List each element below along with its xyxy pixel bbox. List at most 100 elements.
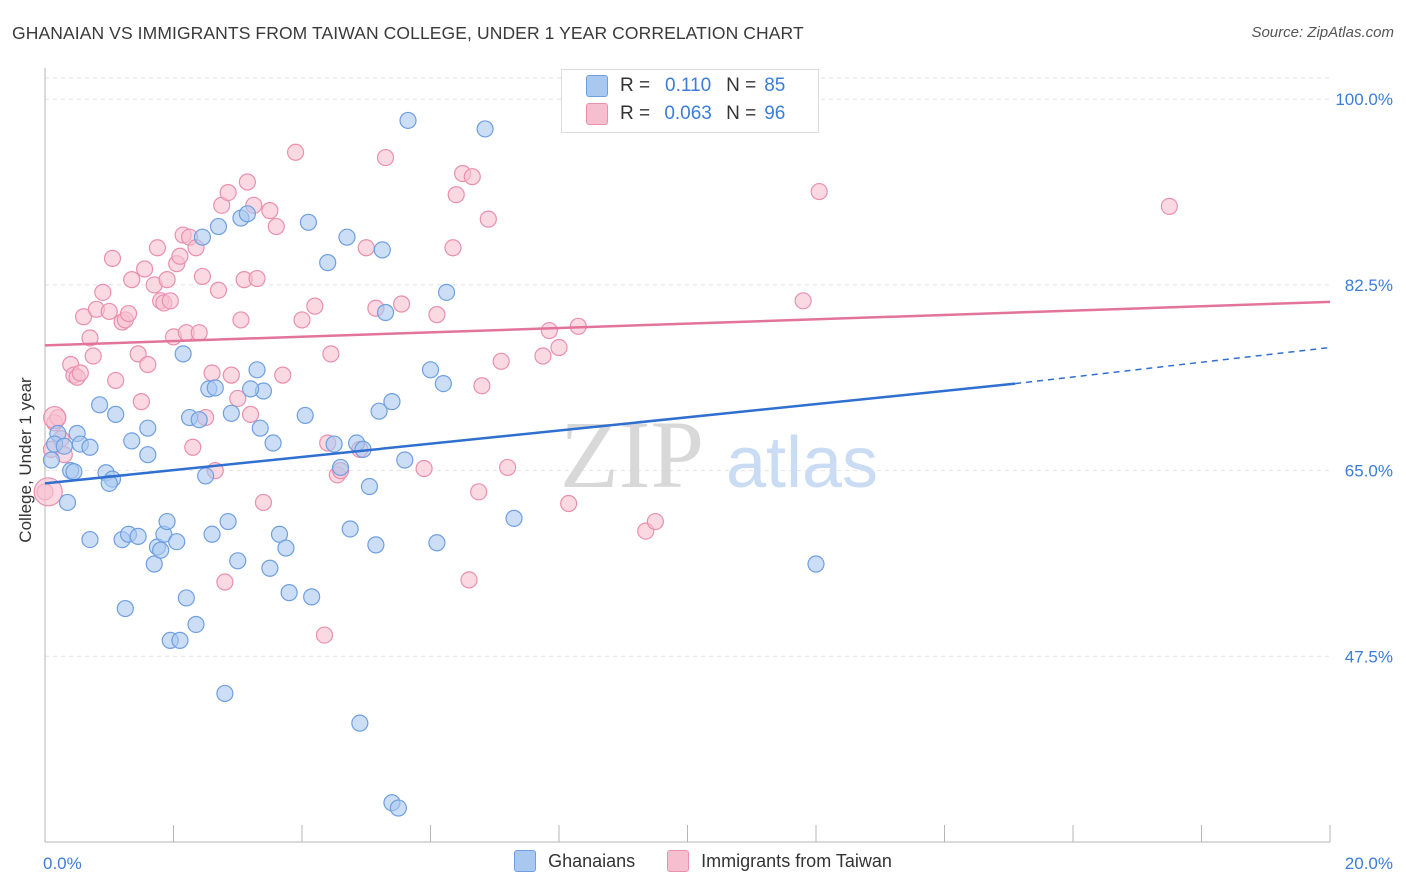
watermark-atlas: atlas	[726, 423, 878, 503]
taiwan-point	[43, 405, 67, 430]
taiwan-point	[534, 347, 552, 365]
grid-lines	[45, 77, 1330, 657]
ghanaian-points	[42, 111, 825, 817]
taiwan-point	[267, 217, 285, 236]
taiwan-point	[229, 389, 247, 408]
ghanaian-point	[139, 419, 157, 437]
y-tick-label: 65.0%	[1345, 462, 1393, 481]
taiwan-point	[232, 311, 250, 329]
chart-title: GHANAIAN VS IMMIGRANTS FROM TAIWAN COLLE…	[12, 23, 804, 43]
ghanaian-point	[331, 458, 350, 477]
taiwan-point	[376, 148, 395, 167]
taiwan-point	[209, 281, 228, 299]
taiwan-point	[103, 249, 122, 267]
taiwan-point	[135, 260, 154, 278]
taiwan-point	[248, 269, 266, 288]
ghanaian-point	[91, 396, 109, 414]
taiwan-point	[322, 345, 340, 363]
taiwan-point	[646, 512, 664, 531]
taiwan-point	[81, 329, 99, 347]
ghanaian-point	[280, 584, 298, 602]
ghanaian-point	[171, 631, 189, 649]
taiwan-point	[84, 347, 102, 365]
taiwan-point	[479, 210, 497, 228]
legend-swatch-pink	[667, 850, 690, 872]
taiwan-point	[132, 393, 150, 411]
taiwan-point	[794, 292, 812, 310]
ghanaian-point	[338, 228, 356, 246]
ghanaian-point	[248, 361, 266, 379]
taiwan-point	[293, 311, 311, 329]
stats-legend: R = 0.110 N = 85 R = 0.063 N = 96	[561, 69, 819, 133]
taiwan-point	[447, 186, 465, 204]
ghanaian-point	[376, 303, 395, 322]
taiwan-point	[550, 338, 568, 357]
ghanaian-point	[399, 111, 417, 130]
ghanaian-point	[58, 493, 77, 512]
ghanaian-point	[261, 559, 279, 577]
ghanaian-point	[360, 477, 379, 496]
ghanaian-point	[242, 380, 260, 398]
trend-lines	[44, 300, 1331, 485]
ghanaian-point	[370, 402, 388, 420]
legend-n-label: N =	[726, 103, 757, 124]
taiwan-point	[216, 573, 234, 591]
legend-n-label: N =	[726, 75, 757, 96]
ghanaian-point	[325, 435, 343, 453]
taiwan-point	[74, 308, 93, 326]
tick-labels: 47.5% 65.0% 82.5% 100.0% 0.0% 20.0%	[43, 90, 1393, 873]
taiwan-point	[428, 306, 446, 324]
y-tick-label: 82.5%	[1345, 276, 1393, 295]
taiwan-point	[193, 267, 212, 286]
taiwan-point	[222, 366, 240, 384]
legend-r-label: R =	[620, 103, 651, 124]
ghanaian-point	[505, 509, 523, 527]
taiwan-point	[171, 247, 189, 265]
series-legend: Ghanaians Immigrants from Taiwan	[0, 850, 1406, 872]
ghanaian-point	[341, 520, 359, 538]
ghanaian-point	[152, 541, 170, 559]
taiwan-point	[254, 493, 273, 512]
taiwan-point	[499, 458, 517, 477]
taiwan-point	[810, 182, 828, 201]
legend-n-value-taiwan: 96	[764, 103, 786, 124]
ghanaian-point	[55, 437, 73, 455]
ghanaian-point	[190, 411, 208, 429]
taiwan-point	[261, 202, 279, 220]
source-label: Source: ZipAtlas.com	[1251, 24, 1394, 41]
ghanaian-point	[270, 525, 289, 543]
legend-swatch-pink	[586, 103, 608, 125]
x-tick-label-max: 20.0%	[1345, 854, 1393, 873]
y-tick-label: 100.0%	[1335, 90, 1393, 109]
ghanaian-point	[238, 205, 256, 223]
taiwan-point	[190, 324, 208, 342]
taiwan-point	[460, 571, 478, 589]
taiwan-point	[148, 239, 167, 257]
y-tick-label: 47.5%	[1345, 647, 1393, 666]
ghanaian-point	[116, 599, 134, 618]
taiwan-point	[158, 271, 176, 289]
legend-row-ghanaians: R = 0.110 N = 85	[586, 73, 785, 99]
legend-swatch-blue	[586, 75, 608, 97]
ghanaian-point	[174, 345, 192, 363]
ghanaian-point	[367, 536, 385, 554]
taiwan-points	[33, 143, 1178, 644]
ghanaian-point	[216, 684, 234, 703]
ghanaian-point	[373, 241, 391, 259]
legend-r-value-taiwan: 0.063	[664, 103, 712, 124]
ghanaian-point	[81, 438, 99, 456]
taiwan-point	[129, 345, 147, 363]
ghanaian-point	[807, 555, 825, 573]
taiwan-point	[161, 292, 179, 310]
ghanaian-point	[100, 474, 118, 492]
ghanaian-point	[107, 405, 125, 423]
taiwan-point	[540, 321, 558, 340]
legend-swatch-blue	[514, 850, 537, 872]
ghanaian-point	[476, 120, 494, 138]
taiwan-point	[315, 626, 334, 644]
taiwan-point	[392, 295, 411, 313]
ghanaian-point	[145, 555, 163, 573]
ghanaian-point	[193, 228, 212, 246]
ghanaian-point	[383, 393, 401, 411]
